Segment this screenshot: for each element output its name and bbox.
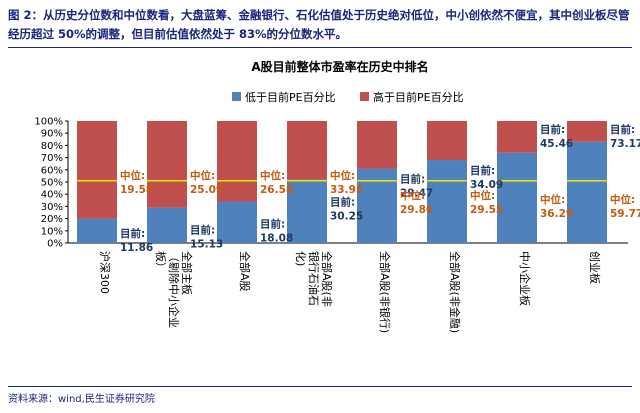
x-category-label: 板） xyxy=(154,251,168,273)
median-label-3: 中位: xyxy=(330,169,355,182)
current-label-2: 目前: xyxy=(260,218,285,231)
x-category-label: 沪深300 xyxy=(98,251,112,294)
source-note: 资料来源：wind,民生证券研究院 xyxy=(8,394,155,405)
bar-high-7 xyxy=(567,121,607,142)
current-label-3: 目前: xyxy=(330,196,355,209)
y-tick-label: 90% xyxy=(41,129,63,140)
current-value-6: 45.46 xyxy=(540,138,573,150)
x-category-label: 中小企业板 xyxy=(518,251,532,306)
bar-low-5 xyxy=(427,160,467,243)
chart-title: A股目前整体市盈率在历史中排名 xyxy=(251,59,428,74)
y-tick-label: 100% xyxy=(34,117,63,128)
x-category-label: 创业板 xyxy=(588,251,602,284)
x-category-label: 银行石油石 xyxy=(307,251,321,306)
bar-high-6 xyxy=(497,121,537,153)
x-category-label: 全部A股(非金融) xyxy=(448,251,462,333)
x-category-label: 全部主板 xyxy=(180,251,194,295)
median-value-6: 36.29 xyxy=(540,208,573,220)
chart-legend: 低于目前PE百分比 高于目前PE百分比 xyxy=(232,90,464,104)
current-label-5: 目前: xyxy=(470,164,495,177)
legend-label-1: 高于目前PE百分比 xyxy=(373,90,464,104)
x-category-label: 全部A股 xyxy=(238,251,252,292)
current-value-7: 73.17 xyxy=(610,138,640,150)
bar-high-3 xyxy=(287,121,327,180)
median-value-1: 25.09 xyxy=(190,184,223,196)
median-label-1: 中位: xyxy=(190,169,215,182)
bar-high-2 xyxy=(217,121,257,202)
x-category-label: 全部A股(非 xyxy=(320,251,334,307)
median-value-3: 33.95 xyxy=(330,184,363,196)
y-tick-label: 30% xyxy=(41,202,63,213)
pe-rank-chart: A股目前整体市盈率在历史中排名 低于目前PE百分比 高于目前PE百分比 0% 10%… xyxy=(34,59,640,333)
bar-low-6 xyxy=(497,152,537,243)
current-value-5: 34.09 xyxy=(470,179,503,191)
y-tick-label: 0% xyxy=(47,239,63,250)
current-value-4: 29.47 xyxy=(400,188,433,200)
legend-label-0: 低于目前PE百分比 xyxy=(245,90,336,104)
caption-divider xyxy=(8,47,632,48)
current-label-0: 目前: xyxy=(120,227,145,240)
legend-swatch-1 xyxy=(360,92,369,101)
median-label-4: 中位: xyxy=(400,189,425,202)
bar-annotations: 中位: 19.58 目前: 11.86 中位: 25.09 目前: 15.13 中位: 26.58… xyxy=(120,123,640,254)
current-label-6: 目前: xyxy=(540,123,565,136)
bar-high-0 xyxy=(77,121,117,219)
current-label-7: 目前: xyxy=(610,123,635,136)
y-tick-label: 10% xyxy=(41,226,63,237)
bar-high-4 xyxy=(357,121,397,169)
current-value-3: 30.25 xyxy=(330,211,363,223)
median-label-6: 中位: xyxy=(540,193,565,206)
median-label-0: 中位: xyxy=(120,169,145,182)
median-label-2: 中位: xyxy=(260,169,285,182)
bar-low-0 xyxy=(77,218,117,243)
y-tick-label: 60% xyxy=(41,165,63,176)
bar-low-1 xyxy=(147,207,187,243)
median-value-5: 29.55 xyxy=(470,204,503,216)
source-divider xyxy=(8,386,632,387)
current-label-4: 目前: xyxy=(400,173,425,186)
current-value-2: 18.08 xyxy=(260,233,293,245)
y-tick-label: 80% xyxy=(41,141,63,152)
figure-caption: 图 2：从历史分位数和中位数看，大盘蓝筹、金融银行、石化估值处于历史绝对低位，中… xyxy=(8,8,630,41)
median-label-5: 中位: xyxy=(470,189,495,202)
y-tick-label: 50% xyxy=(41,178,63,189)
median-value-2: 26.58 xyxy=(260,184,293,196)
x-category-label: 全部A股(非银行) xyxy=(378,251,392,333)
median-value-4: 29.86 xyxy=(400,204,433,216)
y-tick-label: 70% xyxy=(41,153,63,164)
current-label-1: 目前: xyxy=(190,224,215,237)
bar-low-4 xyxy=(357,168,397,243)
median-label-7: 中位: xyxy=(610,193,635,206)
bar-low-2 xyxy=(217,201,257,243)
current-value-1: 15.13 xyxy=(190,239,223,251)
x-category-label: 化) xyxy=(294,251,308,266)
current-value-0: 11.86 xyxy=(120,242,153,254)
legend-swatch-0 xyxy=(232,92,241,101)
bar-high-1 xyxy=(147,121,187,208)
bars xyxy=(77,121,607,243)
bar-low-7 xyxy=(567,141,607,243)
y-tick-label: 20% xyxy=(41,214,63,225)
x-category-label: （剔除中小企业 xyxy=(167,251,181,328)
median-value-0: 19.58 xyxy=(120,184,153,196)
bar-high-5 xyxy=(427,121,467,161)
bar-low-3 xyxy=(287,179,327,243)
median-value-7: 59.77 xyxy=(610,208,640,220)
y-tick-label: 40% xyxy=(41,190,63,201)
